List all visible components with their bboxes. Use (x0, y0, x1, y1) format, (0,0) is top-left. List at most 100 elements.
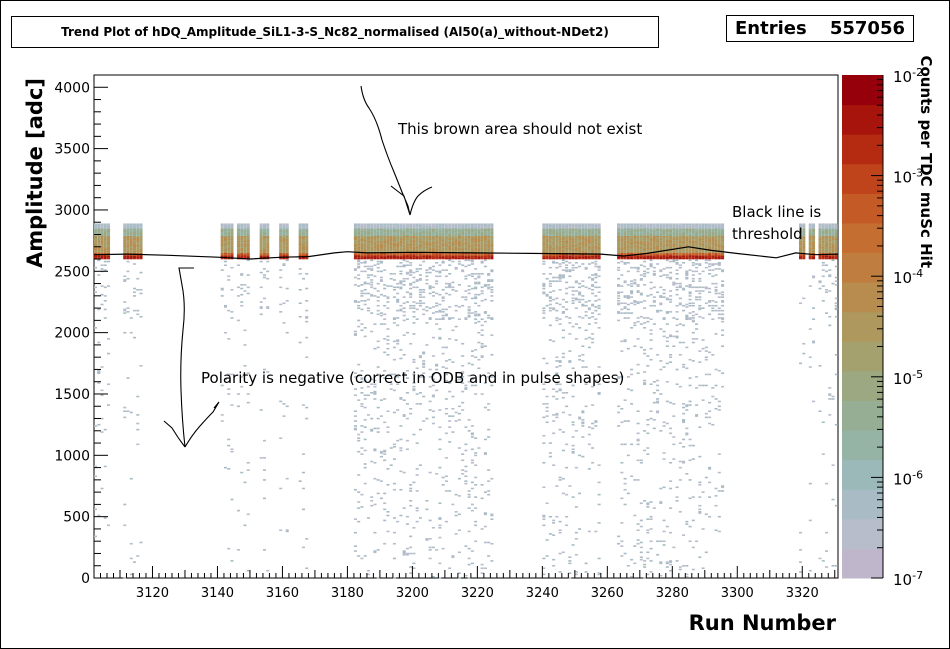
heatmap-cell (383, 225, 387, 228)
heatmap-cell (236, 232, 241, 234)
heatmap-cell (568, 230, 572, 233)
heatmap-cell (357, 263, 361, 265)
heatmap-cell (136, 257, 140, 260)
heatmap-cell (617, 292, 621, 295)
heatmap-cell (357, 259, 361, 262)
heatmap-cell (675, 229, 679, 232)
heatmap-cell (461, 223, 465, 225)
heatmap-cell (561, 230, 565, 233)
heatmap-cell (360, 234, 364, 237)
heatmap-cell (357, 229, 361, 232)
heatmap-cell (363, 300, 367, 302)
heatmap-cell (285, 405, 289, 408)
heatmap-cell (652, 286, 656, 289)
heatmap-cell (548, 247, 552, 250)
heatmap-cell (483, 250, 487, 252)
heatmap-cell (383, 249, 387, 251)
heatmap-cell (285, 235, 289, 238)
heatmap-cell (480, 261, 484, 264)
heatmap-cell (464, 387, 468, 389)
heatmap-cell (464, 255, 468, 257)
heatmap-cell (542, 254, 546, 256)
heatmap-cell (243, 254, 247, 256)
heatmap-cell (412, 250, 416, 252)
heatmap-cell (409, 250, 413, 252)
heatmap-cell (587, 235, 591, 238)
heatmap-cell (422, 360, 426, 362)
heatmap-cell (129, 477, 133, 480)
heatmap-cell (578, 239, 582, 241)
heatmap-cell (652, 233, 656, 235)
heatmap-cell (298, 255, 302, 257)
heatmap-cell (370, 249, 374, 251)
heatmap-cell (282, 229, 286, 232)
heatmap-cell (409, 484, 413, 486)
heatmap-cell (665, 422, 669, 425)
heatmap-cell (617, 246, 621, 249)
heatmap-cell (542, 260, 546, 263)
heatmap-cell (282, 251, 286, 254)
heatmap-cell (236, 549, 241, 551)
heatmap-cell (301, 225, 305, 228)
heatmap-cell (422, 363, 426, 366)
heatmap-cell (470, 229, 474, 232)
heatmap-cell (461, 390, 465, 393)
heatmap-cell (461, 401, 465, 404)
heatmap-cell (545, 227, 549, 229)
heatmap-cell (639, 558, 643, 561)
heatmap-cell (266, 239, 270, 241)
heatmap-cell (282, 255, 286, 257)
heatmap-cell (480, 346, 484, 349)
heatmap-cell (285, 245, 289, 248)
heatmap-cell (129, 230, 133, 233)
heatmap-cell (360, 493, 364, 496)
heatmap-cell (487, 252, 491, 255)
heatmap-cell (389, 223, 393, 225)
heatmap-cell (435, 257, 439, 260)
heatmap-cell (623, 223, 627, 225)
heatmap-cell (97, 228, 101, 230)
heatmap-cell (266, 233, 270, 235)
heatmap-cell (633, 230, 637, 233)
heatmap-cell (266, 227, 270, 229)
heatmap-cell (448, 257, 452, 260)
heatmap-cell (386, 228, 390, 230)
heatmap-cell (617, 303, 621, 306)
heatmap-cell (123, 234, 127, 237)
heatmap-cell (581, 236, 585, 239)
heatmap-cell (672, 243, 676, 245)
heatmap-cell (487, 317, 491, 319)
heatmap-cell (669, 266, 673, 269)
heatmap-cell (285, 238, 289, 240)
heatmap-cell (646, 244, 650, 246)
heatmap-cell (97, 223, 101, 225)
heatmap-cell (483, 236, 487, 239)
heatmap-cell (630, 255, 634, 257)
heatmap-cell (373, 241, 377, 244)
heatmap-cell (464, 230, 468, 233)
heatmap-cell (568, 238, 572, 240)
heatmap-cell (675, 249, 679, 251)
heatmap-cell (132, 244, 137, 246)
heatmap-cell (584, 255, 588, 257)
heatmap-cell (262, 244, 266, 246)
heatmap-cell (422, 229, 426, 232)
heatmap-cell (435, 246, 439, 249)
heatmap-cell (100, 240, 104, 243)
heatmap-cell (483, 229, 487, 232)
heatmap-cell (246, 246, 250, 249)
heatmap-cell (223, 247, 228, 250)
heatmap-cell (581, 345, 585, 348)
heatmap-cell (262, 233, 266, 235)
heatmap-cell (470, 238, 474, 240)
heatmap-cell (487, 280, 491, 282)
heatmap-cell (662, 249, 666, 251)
heatmap-cell (571, 300, 575, 302)
heatmap-cell (402, 243, 406, 245)
heatmap-cell (282, 225, 286, 228)
heatmap-cell (409, 407, 413, 410)
heatmap-cell (561, 392, 565, 394)
heatmap-cell (646, 230, 650, 233)
heatmap-cell (490, 251, 494, 254)
heatmap-cell (363, 246, 367, 249)
